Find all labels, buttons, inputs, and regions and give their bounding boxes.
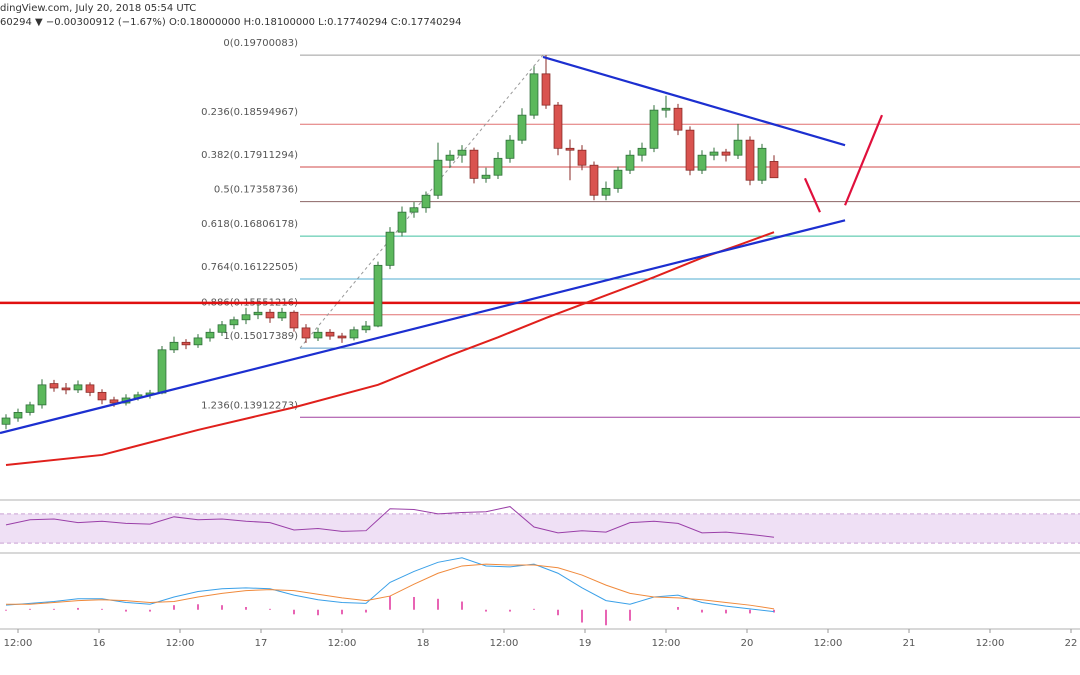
candle-body <box>553 104 563 149</box>
candle-body <box>697 154 707 171</box>
x-tick-label: 12:00 <box>328 638 357 649</box>
candle-body <box>385 231 395 266</box>
candle-body <box>277 311 287 319</box>
trendline <box>803 177 821 213</box>
candle-body <box>265 311 275 319</box>
fib-label: 0(0.19700083) <box>223 38 298 49</box>
candle-body <box>373 264 383 327</box>
candle-body <box>397 211 407 233</box>
x-tick-label: 12:00 <box>976 638 1005 649</box>
candle-body <box>709 151 719 156</box>
candle-body <box>229 319 239 326</box>
candle-body <box>13 411 23 419</box>
candle-body <box>577 149 587 166</box>
x-tick-label: 18 <box>417 638 430 649</box>
candle-body <box>421 194 431 209</box>
candle-body <box>625 154 635 171</box>
trendline <box>542 55 846 147</box>
candle-body <box>637 147 647 156</box>
fib-label: 1.236(0.13912273) <box>201 400 298 411</box>
x-tick-label: 12:00 <box>4 638 33 649</box>
macd-line <box>5 557 775 613</box>
candle-body <box>445 154 455 161</box>
candle-body <box>169 341 179 351</box>
candle-body <box>49 383 59 389</box>
x-tick-label: 12:00 <box>652 638 681 649</box>
candle-body <box>97 391 107 401</box>
candle-body <box>457 149 467 156</box>
candle-body <box>157 349 167 394</box>
trendline <box>844 114 884 206</box>
candle-body <box>733 139 743 156</box>
candle-body <box>61 387 71 391</box>
x-tick-label: 16 <box>93 638 106 649</box>
candle-body <box>469 149 479 179</box>
x-tick-label: 20 <box>741 638 754 649</box>
candle-body <box>253 311 263 316</box>
moving-average <box>5 231 775 466</box>
candle-body <box>661 107 671 111</box>
candle-body <box>541 73 551 106</box>
candle-body <box>25 404 35 413</box>
candle-body <box>673 107 683 131</box>
x-tick-label: 12:00 <box>814 638 843 649</box>
fib-label: 0.5(0.17358736) <box>214 185 298 196</box>
candle-body <box>325 331 335 337</box>
candle-body <box>109 399 119 404</box>
candle-body <box>721 151 731 156</box>
fib-label: 0.764(0.16122505) <box>201 262 298 273</box>
candle-body <box>745 139 755 181</box>
fib-label: 0.236(0.18594967) <box>201 107 298 118</box>
candle-body <box>241 314 251 321</box>
candle-body <box>37 384 47 406</box>
x-tick-label: 22 <box>1065 638 1078 649</box>
candle-body <box>289 311 299 329</box>
candle-body <box>481 174 491 179</box>
candle-body <box>433 159 443 196</box>
fib-label: 0.382(0.17911294) <box>201 150 298 161</box>
header-ohlc: 60294 ▼ −0.00300912 (−1.67%) O:0.1800000… <box>0 17 462 28</box>
candle-body <box>493 157 503 176</box>
candle-body <box>361 325 371 331</box>
candle-body <box>73 384 83 391</box>
candle-body <box>1 417 11 425</box>
candle-body <box>313 331 323 339</box>
candle-body <box>85 384 95 393</box>
candle-body <box>529 73 539 116</box>
macd-line <box>6 563 775 610</box>
x-tick-label: 12:00 <box>490 638 519 649</box>
candle-body <box>193 337 203 346</box>
x-tick-label: 12:00 <box>166 638 195 649</box>
x-tick-label: 19 <box>579 638 592 649</box>
x-tick-label: 21 <box>903 638 916 649</box>
candle-body <box>565 147 575 151</box>
candle-body <box>337 335 347 339</box>
candle-body <box>685 129 695 171</box>
candle-body <box>301 327 311 339</box>
candle-body <box>205 331 215 339</box>
candle-body <box>505 139 515 159</box>
fib-label: 0.618(0.16806178) <box>201 219 298 230</box>
rsi-line <box>5 506 775 538</box>
candle-body <box>589 164 599 196</box>
candle-body <box>181 341 191 346</box>
candle-body <box>217 324 227 333</box>
trendline <box>0 219 846 435</box>
fib-label: 1(0.15017389) <box>223 331 298 342</box>
candle-body <box>757 147 767 181</box>
candle-body <box>517 114 527 141</box>
candle-body <box>613 169 623 189</box>
header-source: dingView.com, July 20, 2018 05:54 UTC <box>0 3 196 14</box>
candle-body <box>769 161 779 179</box>
candle-body <box>649 109 659 149</box>
candle-body <box>349 329 359 339</box>
x-tick-label: 17 <box>255 638 268 649</box>
candle-body <box>409 207 419 213</box>
candle-body <box>601 187 611 196</box>
